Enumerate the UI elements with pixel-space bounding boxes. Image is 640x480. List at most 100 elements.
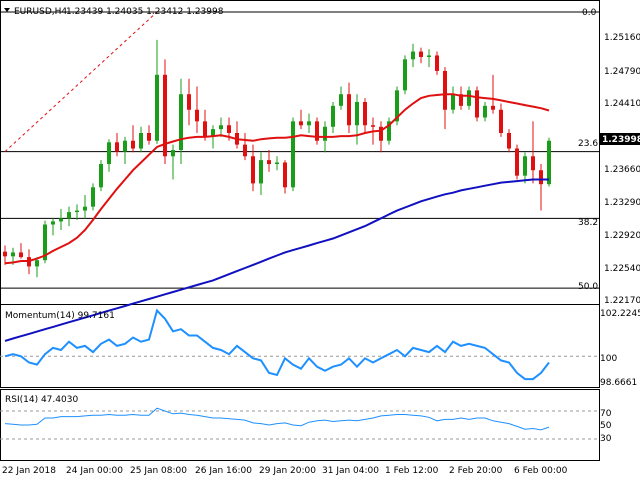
- candle-body: [155, 74, 159, 141]
- candle: [3, 245, 7, 265]
- candle: [435, 51, 439, 75]
- candle: [131, 125, 135, 153]
- candle-body: [123, 140, 127, 152]
- candle: [539, 164, 543, 211]
- candle-body: [339, 94, 343, 106]
- candle-body: [419, 51, 423, 57]
- candle-body: [307, 121, 311, 126]
- candle: [147, 125, 151, 145]
- time-tick: 22 Jan 2018: [2, 466, 56, 476]
- candle-body: [483, 105, 487, 118]
- current-price-marker: [600, 133, 640, 145]
- rsi-title: RSI(14) 47.4030: [5, 395, 78, 405]
- price-series: [0, 11, 600, 342]
- price-tick: 1.23660: [604, 165, 640, 175]
- fibo-label-0: 0.0: [582, 8, 597, 18]
- momentum-scale-max: 102.2245: [600, 309, 640, 319]
- sma20-line: [4, 93, 550, 265]
- candle-body: [363, 101, 367, 126]
- candle-body: [395, 90, 399, 122]
- candle-body: [451, 94, 455, 110]
- candle-body: [475, 90, 479, 118]
- candle: [267, 150, 271, 172]
- candle-body: [59, 218, 63, 222]
- rsi-scale-70: 70: [600, 409, 612, 419]
- candle: [203, 109, 207, 141]
- candle: [387, 117, 391, 145]
- momentum-line: [4, 308, 550, 381]
- candle-body: [323, 126, 327, 141]
- candle-body: [531, 156, 535, 171]
- candle: [475, 86, 479, 122]
- candle: [363, 98, 367, 133]
- candle-body: [515, 148, 519, 176]
- price-tick: 1.24410: [604, 99, 640, 109]
- candle: [515, 144, 519, 180]
- candle-body: [131, 140, 135, 149]
- time-tick: 1 Feb 12:00: [385, 466, 439, 476]
- price-tick: 1.22920: [604, 231, 640, 241]
- candle: [531, 121, 535, 184]
- candle: [123, 136, 127, 165]
- candle-body: [539, 170, 543, 185]
- candle-body: [427, 55, 431, 57]
- candle: [379, 121, 383, 153]
- time-tick: 24 Jan 00:00: [66, 466, 123, 476]
- price-tick: 1.23290: [604, 198, 640, 208]
- candle: [315, 117, 319, 145]
- candle: [259, 152, 263, 196]
- momentum-title: Momentum(14) 99.7161: [5, 311, 115, 321]
- candle: [547, 137, 551, 187]
- candle: [523, 152, 527, 184]
- candle-body: [491, 105, 495, 110]
- candle-body: [195, 109, 199, 122]
- rsi-scale-50: 50: [600, 421, 612, 431]
- candle: [139, 126, 143, 153]
- candle-body: [315, 121, 319, 141]
- candle: [235, 121, 239, 149]
- candle: [59, 209, 63, 230]
- fibo-trend-line: [4, 11, 158, 152]
- candle-body: [211, 129, 215, 137]
- candle-body: [299, 121, 303, 126]
- price-tick: 1.24790: [604, 67, 640, 77]
- candle-body: [499, 109, 503, 133]
- candle-body: [187, 94, 191, 110]
- candle: [491, 74, 495, 114]
- time-tick: 29 Jan 20:00: [259, 466, 316, 476]
- candle: [107, 139, 111, 172]
- candle: [411, 43, 415, 68]
- price-pane: [0, 0, 600, 305]
- sma100-line: [4, 178, 549, 342]
- candle-body: [99, 164, 103, 188]
- candle-body: [203, 121, 207, 137]
- candle-body: [67, 212, 71, 219]
- candle: [419, 47, 423, 64]
- time-axis: 22 Jan 2018 24 Jan 00:00 25 Jan 08:00 26…: [2, 466, 568, 476]
- candle: [187, 78, 191, 126]
- candle-body: [355, 101, 359, 126]
- candle: [171, 144, 175, 180]
- candle-body: [251, 156, 255, 184]
- candle-body: [19, 252, 23, 258]
- candle-body: [347, 94, 351, 126]
- candle: [499, 103, 503, 137]
- candle: [339, 86, 343, 110]
- candle: [251, 144, 255, 192]
- candle-body: [411, 51, 415, 60]
- candle: [451, 86, 455, 114]
- current-price-label: 1.23998: [602, 135, 640, 145]
- candle: [155, 39, 159, 144]
- candle: [83, 195, 87, 219]
- time-tick: 6 Feb 00:00: [514, 466, 568, 476]
- candle: [195, 86, 199, 133]
- candle-body: [75, 210, 79, 213]
- candle-body: [139, 132, 143, 149]
- fibo-label-50: 50.0: [578, 282, 598, 292]
- candle-body: [331, 105, 335, 127]
- dropdown-arrow-icon[interactable]: [4, 8, 10, 12]
- candle-body: [51, 221, 55, 225]
- candle-body: [523, 156, 527, 176]
- candle-body: [179, 94, 183, 151]
